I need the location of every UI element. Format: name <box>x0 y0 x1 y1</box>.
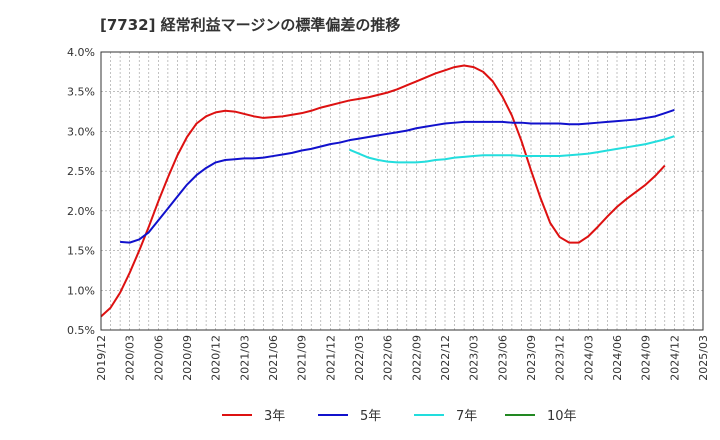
legend-label-3年: 3年 <box>264 409 285 424</box>
series-line-7年 <box>349 135 675 164</box>
y-tick-label: 0.5% <box>67 324 95 337</box>
x-tick-label: 2023/06 <box>496 335 509 381</box>
x-tick-label: 2019/12 <box>95 335 108 381</box>
x-tick-label: 2024/12 <box>668 335 681 381</box>
x-tick-label: 2024/03 <box>582 335 595 381</box>
series-line-5年 <box>120 109 675 244</box>
x-tick-label: 2020/06 <box>152 335 165 381</box>
legend: 3年 5年 7年 10年 <box>222 409 577 424</box>
x-tick-label: 2022/03 <box>353 335 366 381</box>
y-tick-label: 1.0% <box>67 284 95 297</box>
series-line-3年 <box>100 64 666 318</box>
y-tick-label: 2.5% <box>67 165 95 178</box>
y-tick-label: 1.5% <box>67 245 95 258</box>
plot-frame <box>100 51 704 331</box>
y-tick-label: 3.0% <box>67 125 95 138</box>
x-tick-label: 2024/06 <box>611 335 624 381</box>
x-tick-label: 2020/09 <box>181 335 194 381</box>
x-tick-label: 2023/09 <box>525 335 538 381</box>
x-tick-label: 2020/03 <box>124 335 137 381</box>
chart-title: [7732] 経常利益マージンの標準偏差の推移 <box>100 16 401 34</box>
x-tick-label: 2020/12 <box>210 335 223 381</box>
x-tick-label: 2021/03 <box>238 335 251 381</box>
legend-label-5年: 5年 <box>360 409 381 424</box>
series-layer <box>100 64 675 318</box>
x-tick-label: 2024/09 <box>640 335 653 381</box>
y-tick-label: 2.0% <box>67 205 95 218</box>
legend-label-7年: 7年 <box>456 409 477 424</box>
x-tick-label: 2021/12 <box>324 335 337 381</box>
y-tick-label: 4.0% <box>67 46 95 59</box>
x-tick-label: 2022/09 <box>410 335 423 381</box>
x-tick-label: 2022/06 <box>382 335 395 381</box>
x-tick-label: 2021/09 <box>296 335 309 381</box>
legend-label-10年: 10年 <box>547 409 577 424</box>
x-tick-label: 2023/12 <box>554 335 567 381</box>
x-tick-label: 2022/12 <box>439 335 452 381</box>
y-tick-label: 3.5% <box>67 86 95 99</box>
x-tick-label: 2023/03 <box>468 335 481 381</box>
x-tick-label: 2021/06 <box>267 335 280 381</box>
grid-layer <box>100 51 704 331</box>
x-axis: 2019/12 2020/03 2020/06 2020/09 2020/12 2021/… <box>95 335 710 381</box>
x-tick-label: 2025/03 <box>697 335 710 381</box>
y-axis: 0.5% 1.0% 1.5% 2.0% 2.5% 3.0% 3.5% 4.0% <box>67 46 95 337</box>
